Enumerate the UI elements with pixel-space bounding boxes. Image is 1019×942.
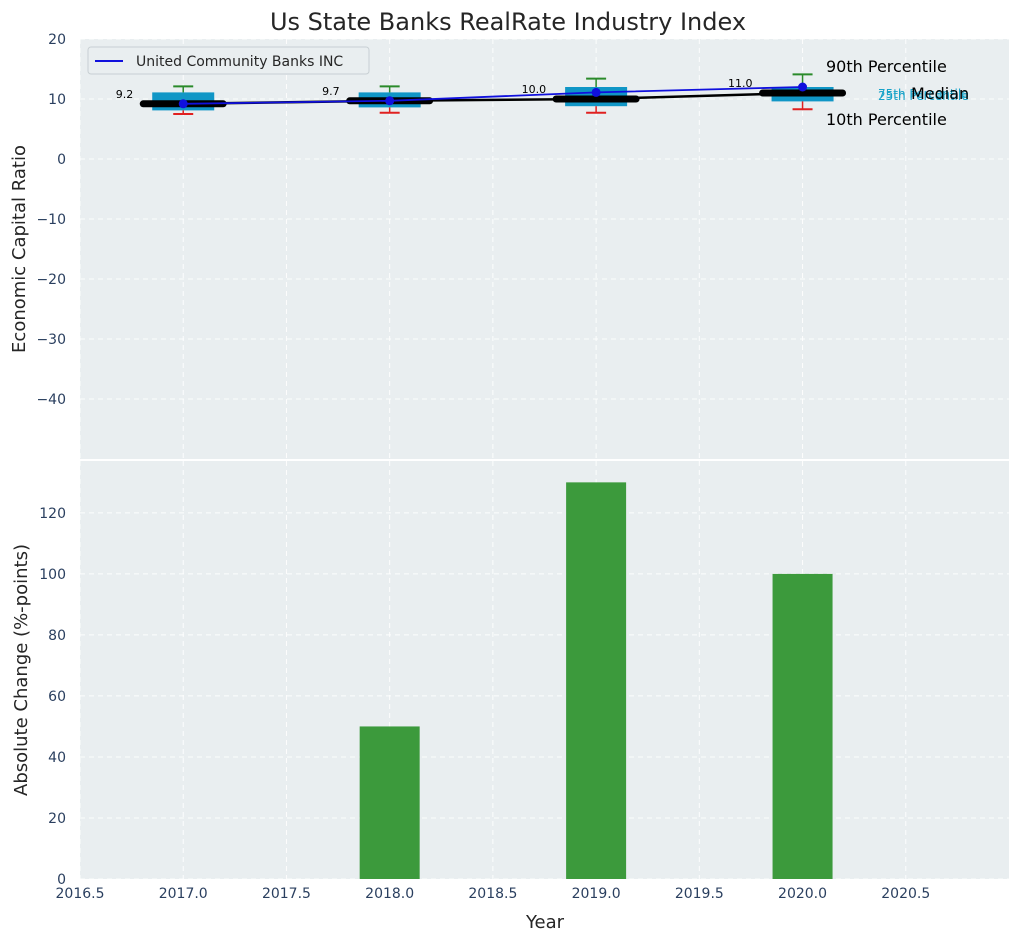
x-tick-label: 2018.0 bbox=[365, 886, 414, 902]
x-axis-label: Year bbox=[525, 912, 565, 933]
percentile-label-75: 75th Percentile bbox=[878, 87, 969, 101]
percentile-labels: 90th Percentile 75th Percentile 25th Per… bbox=[826, 57, 969, 129]
top-y-tick-label: 10 bbox=[48, 92, 66, 108]
percentile-label-median: Median bbox=[911, 84, 969, 103]
bar-2020 bbox=[772, 573, 833, 879]
top-y-tick-label: 0 bbox=[57, 152, 66, 168]
x-tick-label: 2020.5 bbox=[881, 886, 930, 902]
bottom-y-axis-label: Absolute Change (%-points) bbox=[11, 544, 32, 796]
top-panel: 20 10 0 −10 −20 −30 −40 9.2 9.7 10.0 11.0 Economi… bbox=[9, 32, 1009, 459]
x-tick-label: 2017.0 bbox=[159, 886, 208, 902]
bottom-y-tick-label: 0 bbox=[57, 872, 66, 888]
company-point-2020 bbox=[798, 82, 808, 92]
percentile-label-25: 25th Percentile bbox=[878, 89, 969, 103]
legend[interactable]: United Community Banks INC bbox=[87, 46, 370, 75]
median-value-label: 11.0 bbox=[728, 77, 753, 90]
top-y-tick-label: −40 bbox=[36, 392, 66, 408]
bottom-plot-background bbox=[80, 461, 1009, 879]
median-value-label: 10.0 bbox=[522, 83, 547, 96]
bottom-panel: 0 20 40 60 80 100 120 2016.5 2017.0 2017.5 2018.0… bbox=[11, 461, 1009, 933]
bottom-y-ticks: 0 20 40 60 80 100 120 bbox=[39, 506, 66, 888]
x-tick-label: 2016.5 bbox=[56, 886, 105, 902]
median-value-label: 9.7 bbox=[322, 85, 340, 98]
bottom-y-tick-label: 40 bbox=[48, 750, 66, 766]
top-gridlines bbox=[79, 38, 1009, 459]
x-tick-label: 2017.5 bbox=[262, 886, 311, 902]
bottom-y-tick-label: 20 bbox=[48, 811, 66, 827]
company-point-2018 bbox=[385, 96, 395, 106]
x-tick-label: 2018.5 bbox=[468, 886, 517, 902]
x-tick-label: 2019.0 bbox=[572, 886, 621, 902]
top-y-tick-label: −30 bbox=[36, 332, 66, 348]
bottom-x-ticks: 2016.5 2017.0 2017.5 2018.0 2018.5 2019.0 2019… bbox=[56, 886, 931, 902]
company-point-2017 bbox=[178, 99, 188, 109]
bottom-y-tick-label: 120 bbox=[39, 506, 66, 522]
legend-box bbox=[87, 46, 370, 75]
top-y-tick-label: −10 bbox=[36, 212, 66, 228]
top-y-ticks: 20 10 0 −10 −20 −30 −40 bbox=[36, 32, 66, 408]
bar-2019 bbox=[566, 482, 627, 879]
top-y-tick-label: −20 bbox=[36, 272, 66, 288]
legend-entry-company: United Community Banks INC bbox=[136, 54, 343, 70]
percentile-label-90: 90th Percentile bbox=[826, 57, 947, 76]
percentile-label-10: 10th Percentile bbox=[826, 110, 947, 129]
bottom-gridlines bbox=[79, 461, 1009, 880]
x-tick-label: 2019.5 bbox=[675, 886, 724, 902]
top-y-tick-label: 20 bbox=[48, 32, 66, 48]
bar-2018 bbox=[359, 726, 420, 879]
chart-title: Us State Banks RealRate Industry Index bbox=[270, 8, 746, 36]
bottom-y-tick-label: 60 bbox=[48, 689, 66, 705]
bottom-bars bbox=[359, 482, 833, 879]
x-tick-label: 2020.0 bbox=[778, 886, 827, 902]
company-line bbox=[183, 86, 803, 105]
top-marks: 9.2 9.7 10.0 11.0 bbox=[116, 73, 847, 115]
top-y-axis-label: Economic Capital Ratio bbox=[9, 145, 30, 353]
bottom-y-tick-label: 80 bbox=[48, 628, 66, 644]
median-value-label: 9.2 bbox=[116, 88, 134, 101]
company-point-2019 bbox=[591, 87, 601, 97]
top-plot-background bbox=[80, 39, 1009, 459]
bottom-y-tick-label: 100 bbox=[39, 567, 66, 583]
